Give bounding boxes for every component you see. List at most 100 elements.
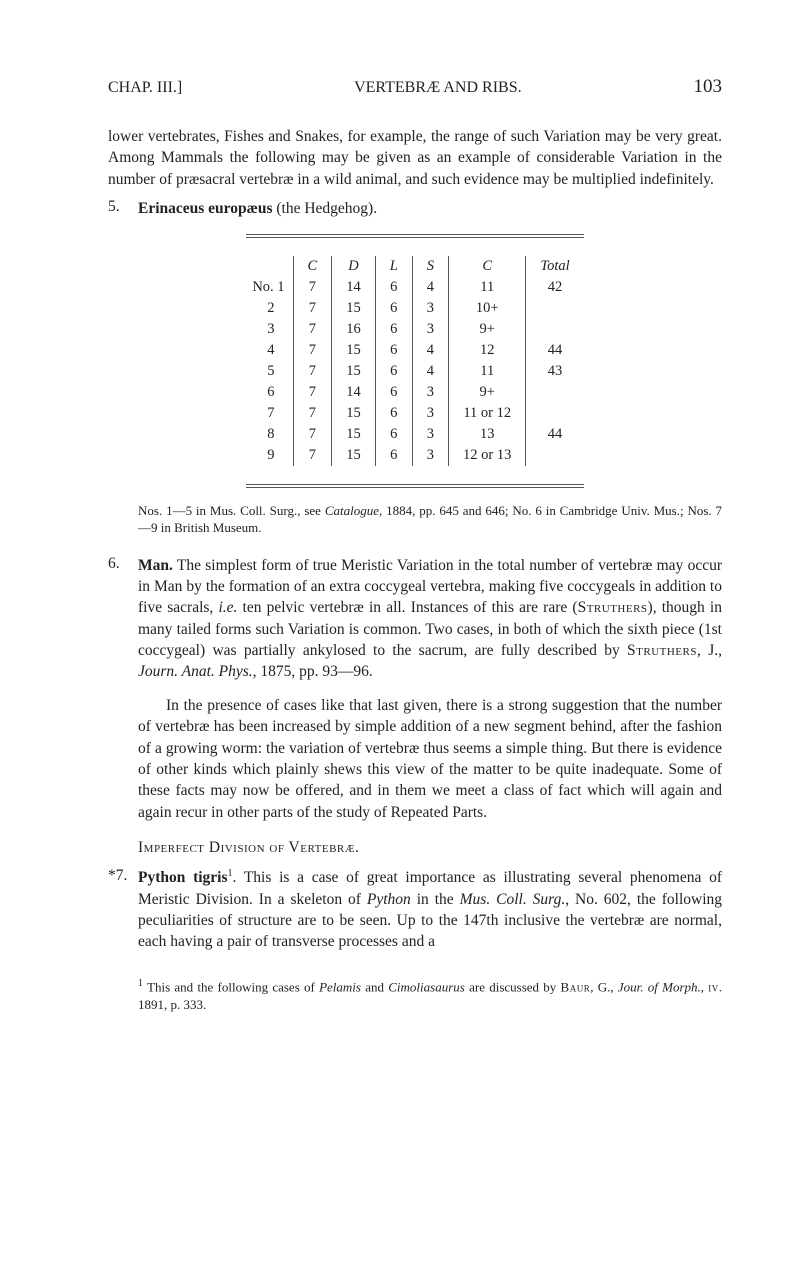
table-row: 3716639+ bbox=[246, 319, 583, 340]
item-7-number: *7. bbox=[108, 867, 138, 953]
table-cell: 3 bbox=[412, 298, 448, 319]
table-cell: 10+ bbox=[449, 298, 526, 319]
table-cell: 7 bbox=[293, 361, 332, 382]
item-6-title: Man. bbox=[138, 557, 173, 574]
item-7-body: Python tigris1. This is a case of great … bbox=[138, 867, 722, 953]
table-cell: 11 bbox=[449, 361, 526, 382]
item-5-rest: (the Hedgehog). bbox=[273, 200, 378, 217]
table-cell: 6 bbox=[246, 382, 293, 403]
table-cell: 7 bbox=[293, 424, 332, 445]
table-row: 4715641244 bbox=[246, 340, 583, 361]
table-cell: 14 bbox=[332, 277, 376, 298]
col-c1: C bbox=[293, 256, 332, 277]
running-header: CHAP. III.] VERTEBRÆ AND RIBS. 103 bbox=[108, 76, 722, 98]
table-cell: 4 bbox=[412, 340, 448, 361]
table-cell: 7 bbox=[246, 403, 293, 424]
table-cell: 44 bbox=[526, 424, 584, 445]
table-cell: 12 or 13 bbox=[449, 445, 526, 466]
col-total: Total bbox=[526, 256, 584, 277]
col-blank bbox=[246, 256, 293, 277]
table-cell: 9+ bbox=[449, 319, 526, 340]
table-cell: 7 bbox=[293, 277, 332, 298]
col-l: L bbox=[375, 256, 412, 277]
table-row: 6714639+ bbox=[246, 382, 583, 403]
table-cell: 6 bbox=[375, 277, 412, 298]
table-cell: 6 bbox=[375, 340, 412, 361]
table-cell: 3 bbox=[246, 319, 293, 340]
table-cell: 7 bbox=[293, 298, 332, 319]
item-5-number: 5. bbox=[108, 198, 138, 219]
table-cell: 6 bbox=[375, 382, 412, 403]
table-cell: No. 1 bbox=[246, 277, 293, 298]
table-row: 97156312 or 13 bbox=[246, 445, 583, 466]
table-cell: 13 bbox=[449, 424, 526, 445]
table-cell bbox=[526, 298, 584, 319]
table-cell: 15 bbox=[332, 445, 376, 466]
table-cell: 7 bbox=[293, 445, 332, 466]
table-cell: 11 bbox=[449, 277, 526, 298]
table-cell: 3 bbox=[412, 319, 448, 340]
item-5-species: Erinaceus europæus bbox=[138, 200, 273, 217]
table-row: 5715641143 bbox=[246, 361, 583, 382]
intro-paragraph: lower vertebrates, Fishes and Snakes, fo… bbox=[108, 126, 722, 190]
table-cell: 6 bbox=[375, 298, 412, 319]
table-header-row: C D L S C Total bbox=[246, 256, 583, 277]
table-cell: 7 bbox=[293, 319, 332, 340]
item-7-footref: 1 bbox=[228, 868, 233, 879]
table-row: 8715631344 bbox=[246, 424, 583, 445]
vertebrae-table-frame: C D L S C Total No. 171464114227156310+3… bbox=[246, 234, 583, 488]
table-cell: 42 bbox=[526, 277, 584, 298]
table-cell bbox=[526, 319, 584, 340]
table-cell: 3 bbox=[412, 445, 448, 466]
table-cell: 15 bbox=[332, 361, 376, 382]
page-number: 103 bbox=[693, 76, 722, 98]
item-6: 6. Man. The simplest form of true Merist… bbox=[108, 555, 722, 683]
col-c2: C bbox=[449, 256, 526, 277]
table-cell bbox=[526, 382, 584, 403]
table-cell: 4 bbox=[412, 361, 448, 382]
table-cell: 43 bbox=[526, 361, 584, 382]
table-cell: 6 bbox=[375, 424, 412, 445]
table-cell: 3 bbox=[412, 403, 448, 424]
vertebrae-table: C D L S C Total No. 171464114227156310+3… bbox=[246, 256, 583, 466]
table-cell: 11 or 12 bbox=[449, 403, 526, 424]
item-5: 5. Erinaceus europæus (the Hedgehog). bbox=[108, 198, 722, 219]
item-5-body: Erinaceus europæus (the Hedgehog). bbox=[138, 198, 722, 219]
table-cell: 4 bbox=[412, 277, 448, 298]
footnote-1: 1 This and the following cases of Pelami… bbox=[138, 977, 722, 1013]
chapter-label: CHAP. III.] bbox=[108, 79, 182, 97]
table-row: No. 1714641142 bbox=[246, 277, 583, 298]
table-note: Nos. 1—5 in Mus. Coll. Surg., see Catalo… bbox=[138, 502, 722, 537]
table-cell: 8 bbox=[246, 424, 293, 445]
table-cell: 7 bbox=[293, 403, 332, 424]
para-6b: In the presence of cases like that last … bbox=[138, 695, 722, 823]
item-7: *7. Python tigris1. This is a case of gr… bbox=[108, 867, 722, 953]
table-cell: 4 bbox=[246, 340, 293, 361]
table-body: No. 171464114227156310+3716639+471564124… bbox=[246, 277, 583, 466]
table-cell: 15 bbox=[332, 424, 376, 445]
col-d: D bbox=[332, 256, 376, 277]
table-cell: 3 bbox=[412, 424, 448, 445]
table-cell: 12 bbox=[449, 340, 526, 361]
item-7-title: Python tigris bbox=[138, 869, 228, 886]
table-cell: 6 bbox=[375, 361, 412, 382]
table-cell: 6 bbox=[375, 403, 412, 424]
table-cell: 6 bbox=[375, 319, 412, 340]
section-head-imperfect: Imperfect Division of Vertebræ. bbox=[138, 839, 722, 857]
table-cell: 6 bbox=[375, 445, 412, 466]
table-row: 27156310+ bbox=[246, 298, 583, 319]
col-s: S bbox=[412, 256, 448, 277]
table-cell: 7 bbox=[293, 340, 332, 361]
table-cell: 3 bbox=[412, 382, 448, 403]
table-cell: 15 bbox=[332, 340, 376, 361]
table-row: 77156311 or 12 bbox=[246, 403, 583, 424]
table-cell: 5 bbox=[246, 361, 293, 382]
table-cell: 44 bbox=[526, 340, 584, 361]
item-6-number: 6. bbox=[108, 555, 138, 683]
table-cell: 15 bbox=[332, 298, 376, 319]
table-cell: 15 bbox=[332, 403, 376, 424]
item-6-body: Man. The simplest form of true Meristic … bbox=[138, 555, 722, 683]
table-cell: 9+ bbox=[449, 382, 526, 403]
table-cell bbox=[526, 445, 584, 466]
table-cell: 9 bbox=[246, 445, 293, 466]
